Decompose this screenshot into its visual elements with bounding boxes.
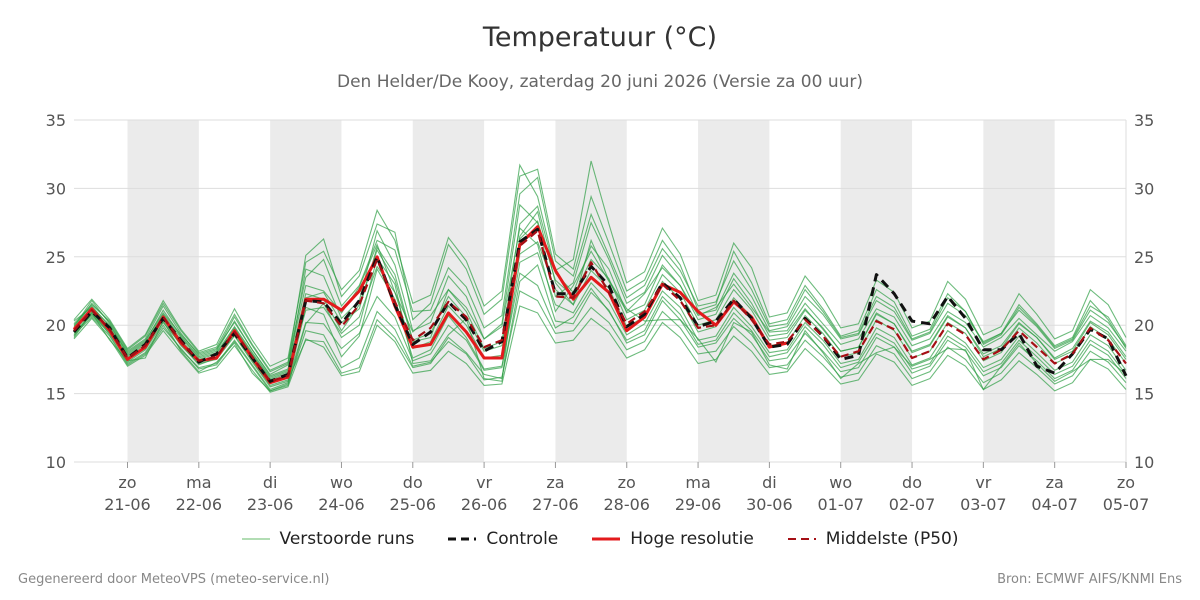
y-tick-label-left: 15 (46, 385, 66, 404)
x-tick-date: 03-07 (960, 495, 1007, 514)
ensemble-member-5 (73, 267, 1127, 391)
x-tick-day: zo (1117, 473, 1135, 492)
x-tick-date: 28-06 (603, 495, 650, 514)
legend-swatch-control (448, 537, 477, 541)
x-tick-day: di (762, 473, 777, 492)
ensemble-member-4 (73, 168, 1127, 373)
ensemble-member-14 (73, 220, 1127, 380)
x-tick-date: 26-06 (461, 495, 508, 514)
x-tick-day: zo (618, 473, 636, 492)
legend-swatch-hires (592, 537, 621, 541)
x-tick-day: vr (975, 473, 991, 492)
weekend-band-29-06 (698, 120, 770, 462)
y-tick-label-right: 20 (1134, 316, 1154, 335)
x-tick-date: 05-07 (1103, 495, 1150, 514)
ensemble-member-13 (73, 160, 1127, 367)
x-tick-day: ma (685, 473, 710, 492)
legend-label-ensemble: Verstoorde runs (279, 529, 415, 549)
x-tick-day: do (902, 473, 922, 492)
x-tick-date: 02-07 (889, 495, 936, 514)
y-tick-label-left: 25 (46, 248, 66, 267)
y-tick-label-left: 35 (46, 111, 66, 130)
x-tick-date: 24-06 (318, 495, 365, 514)
y-tick-label-right: 25 (1134, 248, 1154, 267)
footer-generated-by: Gegenereerd door MeteoVPS (meteo-service… (18, 572, 330, 587)
y-tick-label-left: 20 (46, 316, 66, 335)
x-tick-day: za (546, 473, 564, 492)
legend-swatch-ensemble (241, 538, 270, 540)
x-tick-date: 04-07 (1031, 495, 1078, 514)
x-tick-date: 27-06 (532, 495, 579, 514)
chart-legend: Verstoorde runs Controle Hoge resolutie … (0, 529, 1200, 549)
legend-label-control: Controle (486, 529, 559, 549)
x-tick-date: 29-06 (675, 495, 722, 514)
ensemble-member-12 (73, 305, 1127, 393)
series-controle (72, 227, 1128, 383)
x-tick-day: wo (330, 473, 353, 492)
ensemble-member-3 (73, 264, 1127, 387)
ensemble-member-9 (73, 290, 1127, 392)
weekend-band-23-06 (270, 120, 342, 462)
y-tick-label-left: 10 (46, 453, 66, 472)
chart-plot: 10 10 15 15 20 20 25 25 30 30 35 35 zo 21-06 ma 22-06 di… (46, 111, 1155, 514)
ensemble-member-7 (73, 251, 1127, 388)
series-middelste-p50 (73, 229, 1127, 383)
legend-item-ensemble[interactable]: Verstoorde runs (241, 529, 415, 549)
x-tick-day: vr (476, 473, 492, 492)
legend-label-hires: Hoge resolutie (630, 529, 754, 549)
ensemble-member-8 (73, 205, 1127, 377)
x-tick-date: 23-06 (247, 495, 294, 514)
y-tick-label-right: 10 (1134, 453, 1154, 472)
x-tick-date: 01-07 (817, 495, 864, 514)
y-tick-label-right: 30 (1134, 179, 1154, 198)
weekend-band-03-07 (983, 120, 1055, 462)
x-tick-date: 22-06 (176, 495, 223, 514)
x-tick-day: wo (829, 473, 852, 492)
legend-item-control[interactable]: Controle (448, 529, 558, 549)
chart-subtitle: Den Helder/De Kooy, zaterdag 20 juni 202… (336, 72, 864, 92)
legend-label-median: Middelste (P50) (825, 529, 959, 549)
x-tick-day: zo (118, 473, 136, 492)
x-tick-day: di (263, 473, 278, 492)
x-tick-day: ma (186, 473, 211, 492)
footer-source: Bron: ECMWF AIFS/KNMI Ens (997, 572, 1182, 587)
x-tick-date: 21-06 (104, 495, 151, 514)
legend-swatch-median (787, 538, 816, 540)
legend-item-median[interactable]: Middelste (P50) (787, 529, 959, 549)
y-tick-label-right: 15 (1134, 385, 1154, 404)
y-tick-label-left: 30 (46, 179, 66, 198)
x-tick-date: 30-06 (746, 495, 793, 514)
y-tick-label-right: 35 (1134, 111, 1154, 130)
x-tick-date: 25-06 (390, 495, 437, 514)
x-tick-day: za (1046, 473, 1064, 492)
chart-title: Temperatuur (°C) (482, 22, 718, 53)
x-tick-day: do (403, 473, 423, 492)
legend-item-hires[interactable]: Hoge resolutie (592, 529, 754, 549)
weekend-band-21-06 (127, 120, 199, 462)
ensemble-member-6 (73, 203, 1127, 378)
